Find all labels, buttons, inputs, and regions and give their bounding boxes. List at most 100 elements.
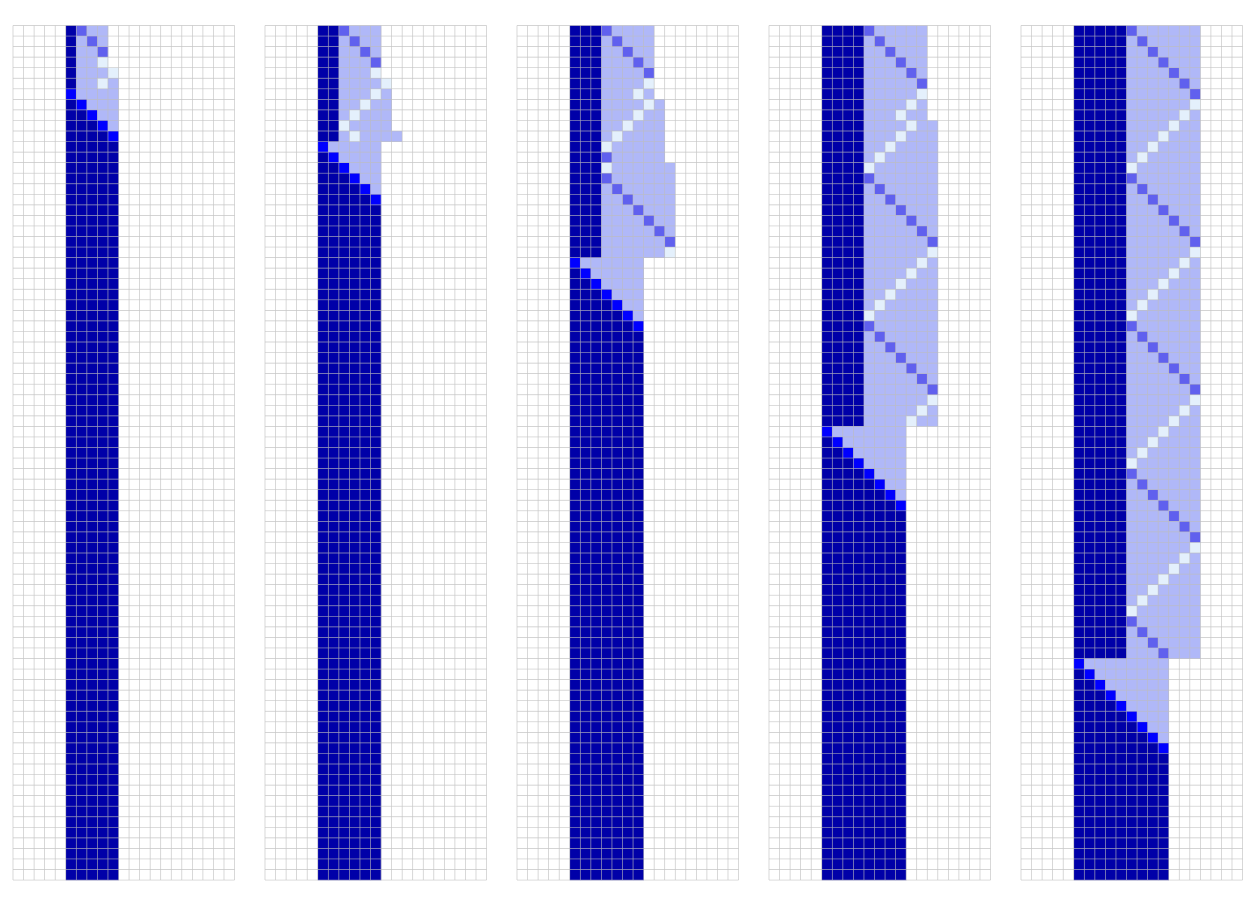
cell — [1158, 690, 1169, 701]
cell — [569, 542, 581, 554]
cell — [76, 869, 88, 881]
cell — [317, 690, 329, 701]
cell — [1084, 753, 1096, 765]
cell — [832, 658, 844, 670]
cell — [1084, 647, 1096, 659]
cell — [1147, 363, 1159, 374]
cell — [107, 268, 119, 279]
cell — [359, 774, 371, 786]
cell — [349, 415, 361, 427]
cell — [821, 67, 833, 79]
cell — [317, 194, 329, 206]
cell — [916, 236, 928, 248]
cell — [1105, 173, 1117, 185]
cell — [832, 415, 844, 427]
cell — [590, 647, 602, 659]
cell — [338, 99, 350, 111]
cell — [107, 352, 119, 364]
cell — [65, 848, 77, 860]
cell — [580, 858, 592, 870]
cell — [1073, 458, 1085, 469]
cell — [853, 25, 865, 37]
cell — [863, 753, 875, 765]
cell — [916, 141, 928, 153]
cell — [863, 215, 875, 227]
cell — [842, 99, 854, 111]
cell — [1137, 236, 1148, 248]
cell — [853, 57, 865, 68]
cell — [1084, 774, 1096, 786]
cell — [569, 363, 581, 374]
cell — [569, 342, 581, 353]
cell — [86, 721, 98, 733]
cell — [1073, 141, 1085, 153]
cell — [65, 479, 77, 490]
cell — [874, 215, 886, 227]
cell — [1147, 447, 1159, 459]
cell — [1137, 827, 1148, 839]
cell — [65, 247, 77, 258]
cell — [1115, 394, 1127, 406]
cell — [601, 109, 613, 121]
cell — [97, 711, 109, 723]
cell — [1147, 542, 1159, 554]
cell — [1084, 721, 1096, 733]
cell — [359, 500, 371, 512]
cell — [317, 785, 329, 796]
cell — [853, 78, 865, 90]
cell — [664, 236, 676, 248]
cell — [86, 415, 98, 427]
cell — [338, 331, 350, 343]
cell — [611, 531, 623, 543]
cell — [832, 479, 844, 490]
cell — [1084, 120, 1096, 132]
cell — [1168, 225, 1180, 237]
cell — [370, 753, 382, 765]
cell — [1115, 679, 1127, 691]
cell — [1105, 774, 1117, 786]
cell — [611, 848, 623, 860]
cell — [885, 510, 896, 522]
cell — [86, 669, 98, 680]
cell — [895, 320, 907, 332]
cell — [1094, 225, 1106, 237]
cell — [370, 637, 382, 649]
cell — [359, 152, 371, 163]
cell — [601, 46, 613, 58]
cell — [842, 732, 854, 744]
cell — [821, 215, 833, 227]
cell — [1126, 521, 1138, 533]
cell — [328, 436, 340, 448]
cell — [633, 289, 644, 301]
cell — [76, 299, 88, 311]
cell — [569, 67, 581, 79]
cell — [1073, 447, 1085, 459]
cell — [97, 468, 109, 480]
cell — [1073, 310, 1085, 322]
cell — [906, 131, 917, 142]
cell — [590, 584, 602, 596]
cell — [1073, 679, 1085, 691]
cell — [590, 605, 602, 617]
cell — [65, 605, 77, 617]
cell — [370, 574, 382, 585]
cell — [611, 331, 623, 343]
cell — [107, 215, 119, 227]
cell — [76, 605, 88, 617]
cell — [927, 331, 939, 343]
cell — [580, 500, 592, 512]
cell — [906, 299, 917, 311]
cell — [86, 278, 98, 290]
cell — [1115, 88, 1127, 100]
cell — [633, 268, 644, 279]
cell — [349, 342, 361, 353]
cell — [1158, 183, 1169, 195]
cell — [874, 225, 886, 237]
cell — [359, 299, 371, 311]
cell — [1094, 795, 1106, 807]
cell — [853, 384, 865, 396]
cell — [885, 173, 896, 185]
cell — [821, 426, 833, 438]
cell — [359, 458, 371, 469]
cell — [885, 278, 896, 290]
